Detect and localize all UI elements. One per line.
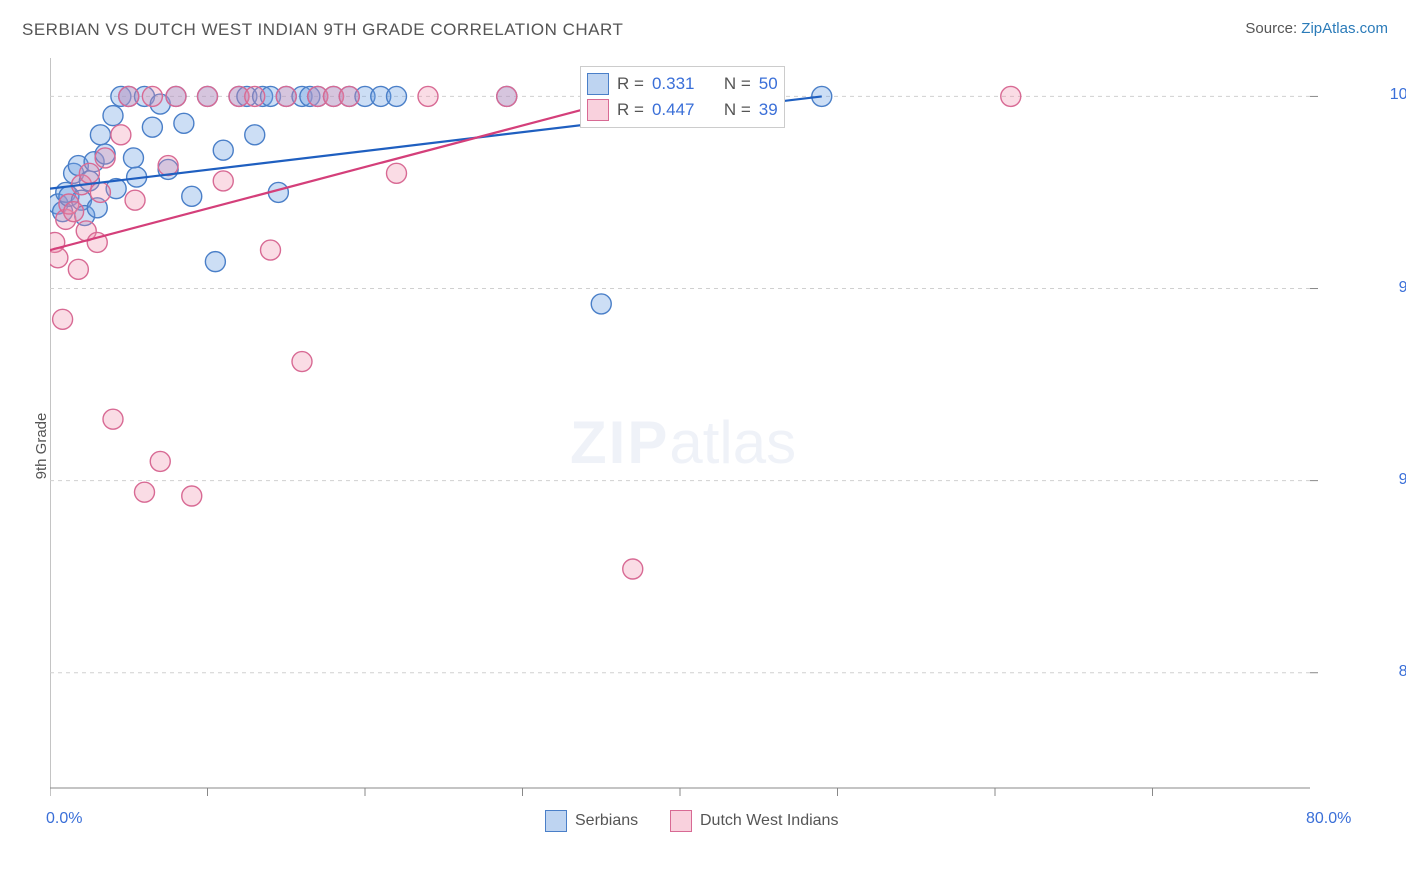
r-label: R =	[617, 74, 644, 94]
series-legend-label: Serbians	[575, 812, 638, 830]
legend-swatch	[587, 73, 609, 95]
y-tick-label: 95.0%	[1399, 279, 1406, 297]
r-value: 0.331	[652, 74, 695, 94]
r-value: 0.447	[652, 100, 695, 120]
scatter-chart	[50, 58, 1380, 818]
y-tick-label: 85.0%	[1399, 663, 1406, 681]
chart-title: SERBIAN VS DUTCH WEST INDIAN 9TH GRADE C…	[22, 20, 623, 40]
x-tick-label: 80.0%	[1306, 810, 1351, 828]
series-legend-item: Serbians	[545, 810, 638, 832]
n-value: 39	[759, 100, 778, 120]
chart-area: ZIPatlas R = 0.331 N = 50R = 0.447 N = 3…	[50, 58, 1380, 818]
n-value: 50	[759, 74, 778, 94]
y-tick-label: 90.0%	[1399, 471, 1406, 489]
source-link[interactable]: ZipAtlas.com	[1301, 20, 1388, 37]
x-tick-label: 0.0%	[46, 810, 82, 828]
y-axis-label: 9th Grade	[33, 413, 50, 480]
legend-swatch	[545, 810, 567, 832]
series-legend-label: Dutch West Indians	[700, 812, 838, 830]
r-label: R =	[617, 100, 644, 120]
n-label: N =	[724, 74, 751, 94]
legend-stats-row: R = 0.447 N = 39	[587, 97, 778, 123]
legend-swatch	[587, 99, 609, 121]
source-prefix: Source:	[1245, 20, 1301, 37]
n-label: N =	[724, 100, 751, 120]
source-attribution: Source: ZipAtlas.com	[1245, 20, 1388, 37]
series-legend-item: Dutch West Indians	[670, 810, 838, 832]
y-tick-label: 100.0%	[1390, 86, 1406, 104]
correlation-legend: R = 0.331 N = 50R = 0.447 N = 39	[580, 66, 785, 128]
legend-swatch	[670, 810, 692, 832]
legend-stats-row: R = 0.331 N = 50	[587, 71, 778, 97]
